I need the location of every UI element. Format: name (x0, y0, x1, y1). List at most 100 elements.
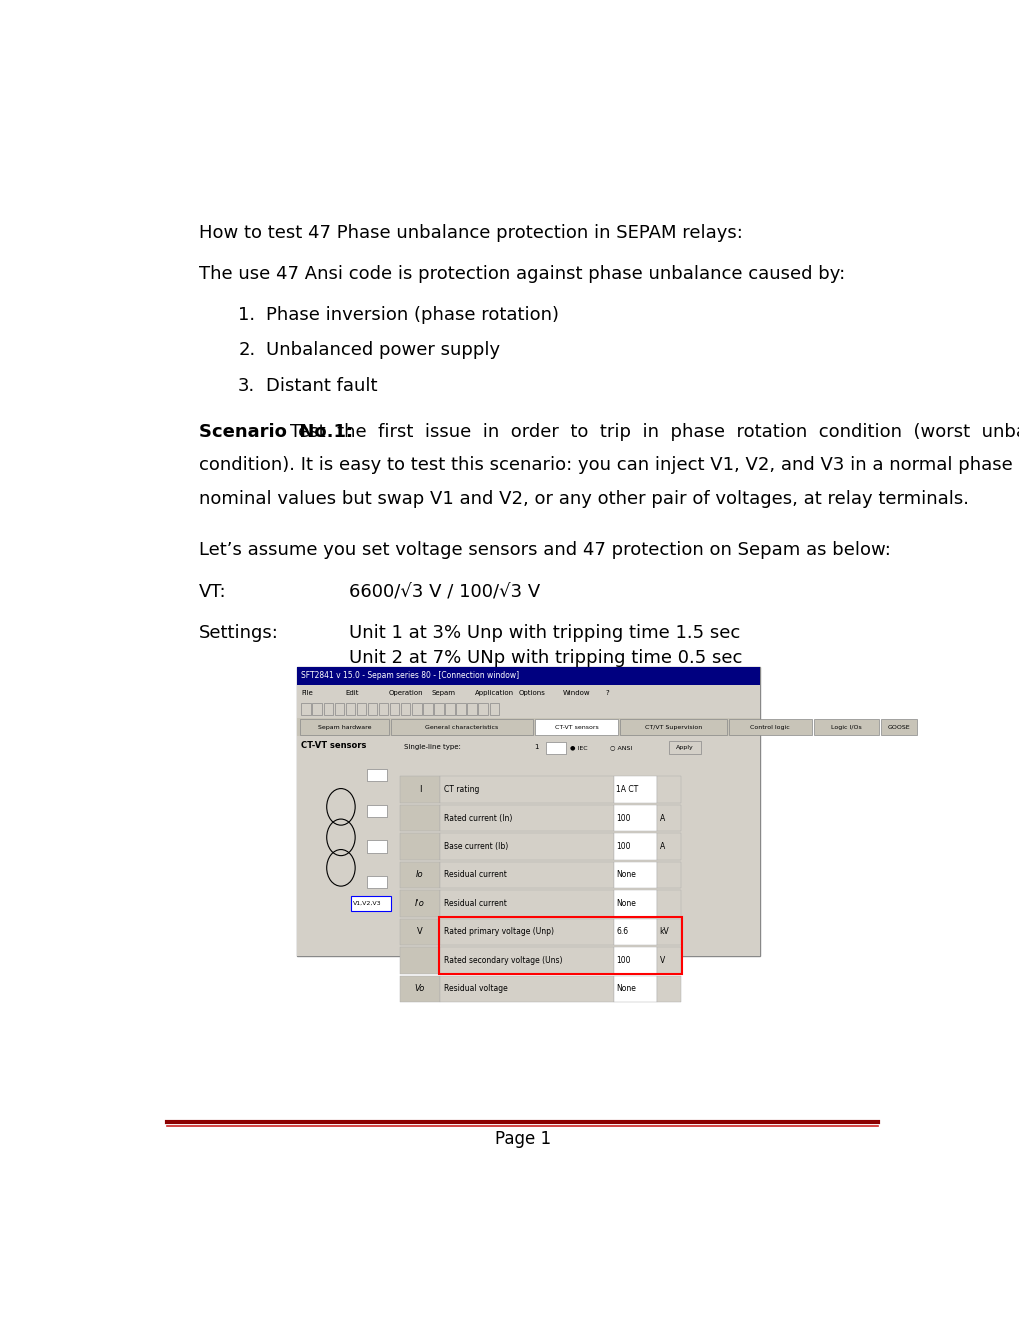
Bar (298, 667, 759, 685)
Text: Test  the  first  issue  in  order  to  trip  in  phase  rotation  condition  (w: Test the first issue in order to trip in… (289, 422, 1019, 441)
Bar (439, 919, 613, 945)
Text: A: A (659, 813, 664, 822)
Bar (613, 805, 656, 832)
Text: Logic I/Os: Logic I/Os (830, 725, 861, 730)
Bar (613, 776, 656, 803)
Text: Sepam hardware: Sepam hardware (318, 725, 371, 730)
Bar (546, 742, 566, 754)
Text: Unit 1 at 3% Unp with tripping time 1.5 sec: Unit 1 at 3% Unp with tripping time 1.5 … (348, 624, 740, 642)
Text: 1: 1 (534, 744, 539, 750)
Bar (613, 890, 656, 916)
Text: Unit 2 at 7% UNp with tripping time 0.5 sec: Unit 2 at 7% UNp with tripping time 0.5 … (348, 649, 742, 668)
Bar (345, 704, 355, 715)
Text: Phase inversion (phase rotation): Phase inversion (phase rotation) (266, 306, 558, 323)
Text: Let’s assume you set voltage sensors and 47 protection on Sepam as below:: Let’s assume you set voltage sensors and… (199, 541, 890, 558)
Text: Base current (Ib): Base current (Ib) (443, 842, 507, 851)
Bar (434, 704, 443, 715)
Bar (656, 805, 681, 832)
Bar (613, 862, 656, 888)
Bar (357, 704, 366, 715)
Bar (656, 862, 681, 888)
Bar (489, 704, 498, 715)
Bar (439, 948, 613, 974)
Bar (351, 896, 390, 911)
Text: Rated current (In): Rated current (In) (443, 813, 512, 822)
Bar (399, 975, 439, 1002)
Text: SFT2841 v 15.0 - Sepam series 80 - [Connection window]: SFT2841 v 15.0 - Sepam series 80 - [Conn… (302, 672, 519, 680)
Text: None: None (615, 870, 635, 879)
Bar (656, 776, 681, 803)
Circle shape (326, 818, 355, 855)
Text: Rated primary voltage (Unp): Rated primary voltage (Unp) (443, 928, 553, 936)
Text: Application: Application (475, 689, 514, 696)
Text: Residual current: Residual current (443, 899, 506, 908)
Text: Single-line type:: Single-line type: (404, 744, 461, 750)
Text: GOOSE: GOOSE (887, 725, 909, 730)
Bar (439, 833, 613, 859)
Bar (478, 704, 487, 715)
Bar (298, 735, 759, 956)
Bar (439, 890, 613, 916)
Text: CT rating: CT rating (443, 785, 479, 795)
Text: ○ ANSI: ○ ANSI (609, 746, 632, 750)
Text: Edit: Edit (344, 689, 358, 696)
Bar (399, 833, 439, 859)
Bar (367, 770, 386, 781)
Bar (613, 975, 656, 1002)
Text: Scenario  No.1:: Scenario No.1: (199, 422, 353, 441)
Text: General characteristics: General characteristics (425, 725, 498, 730)
Bar (620, 719, 727, 735)
Text: kV: kV (659, 928, 668, 936)
Bar (367, 876, 386, 888)
Text: 1A CT: 1A CT (615, 785, 638, 795)
Text: condition). It is easy to test this scenario: you can inject V1, V2, and V3 in a: condition). It is easy to test this scen… (199, 457, 1019, 474)
Text: How to test 47 Phase unbalance protection in SEPAM relays:: How to test 47 Phase unbalance protectio… (199, 224, 742, 243)
Text: Rated secondary voltage (Uns): Rated secondary voltage (Uns) (443, 956, 561, 965)
Text: Io: Io (416, 870, 423, 879)
Bar (668, 741, 700, 754)
Bar (300, 719, 389, 735)
Text: Residual current: Residual current (443, 870, 506, 879)
Text: Operation: Operation (388, 689, 423, 696)
Bar (728, 719, 811, 735)
Bar (399, 776, 439, 803)
Text: ● IEC: ● IEC (570, 746, 587, 750)
Bar (439, 862, 613, 888)
Circle shape (326, 788, 355, 825)
Bar (302, 704, 311, 715)
Text: VT:: VT: (199, 583, 226, 601)
Bar (390, 719, 533, 735)
Text: Vo: Vo (415, 985, 425, 993)
Bar (298, 667, 759, 956)
Text: Settings:: Settings: (199, 624, 278, 642)
Text: Apply: Apply (676, 746, 693, 750)
Text: Sepam: Sepam (431, 689, 455, 696)
Text: 100: 100 (615, 956, 630, 965)
Text: 6600/√3 V / 100/√3 V: 6600/√3 V / 100/√3 V (348, 583, 540, 601)
Text: CT-VT sensors: CT-VT sensors (302, 741, 367, 750)
Bar (439, 776, 613, 803)
Bar (455, 704, 466, 715)
Circle shape (326, 850, 355, 886)
Bar (445, 704, 454, 715)
Text: CT-VT sensors: CT-VT sensors (554, 725, 598, 730)
Bar (400, 704, 410, 715)
Text: The use 47 Ansi code is protection against phase unbalance caused by:: The use 47 Ansi code is protection again… (199, 265, 844, 282)
Bar (423, 704, 432, 715)
Bar (367, 841, 386, 853)
Bar (656, 919, 681, 945)
Text: V1,V2,V3: V1,V2,V3 (353, 902, 381, 906)
Text: 3.: 3. (238, 378, 255, 395)
Bar (439, 805, 613, 832)
Bar (298, 685, 759, 700)
Bar (399, 890, 439, 916)
Bar (438, 916, 682, 974)
Bar (656, 833, 681, 859)
Bar (367, 805, 386, 817)
Bar (439, 975, 613, 1002)
Bar (389, 704, 399, 715)
Bar (378, 704, 388, 715)
Text: 6.6: 6.6 (615, 928, 628, 936)
Bar (323, 704, 333, 715)
Text: V: V (417, 928, 423, 936)
